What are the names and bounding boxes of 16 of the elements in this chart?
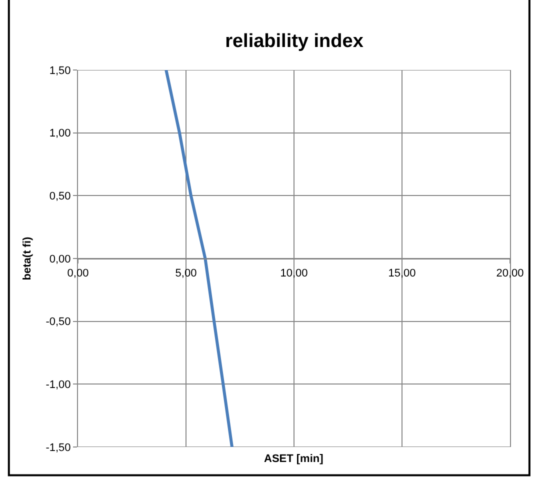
- x-axis-title: ASET [min]: [264, 453, 324, 465]
- y-tick-label: 0,00: [49, 253, 71, 266]
- y-tick-label: 1,50: [49, 64, 71, 77]
- x-tick-label: 5,00: [175, 268, 197, 280]
- y-axis-title: beta(t fi): [21, 236, 34, 280]
- line-series: [164, 70, 234, 447]
- y-tick-label: 1,00: [49, 128, 71, 140]
- x-tick-label: 15,00: [388, 268, 416, 280]
- y-tick-label: -1,50: [46, 442, 71, 454]
- x-tick-label: 10,00: [280, 268, 308, 280]
- y-tick-label: -1,00: [46, 379, 71, 392]
- y-tick-label: 0,50: [49, 190, 71, 203]
- chart-title: reliability index: [225, 30, 364, 52]
- y-tick-label: -0,50: [46, 316, 71, 328]
- x-tick-label: 20,00: [496, 268, 524, 280]
- x-tick-label: 0,00: [67, 268, 89, 280]
